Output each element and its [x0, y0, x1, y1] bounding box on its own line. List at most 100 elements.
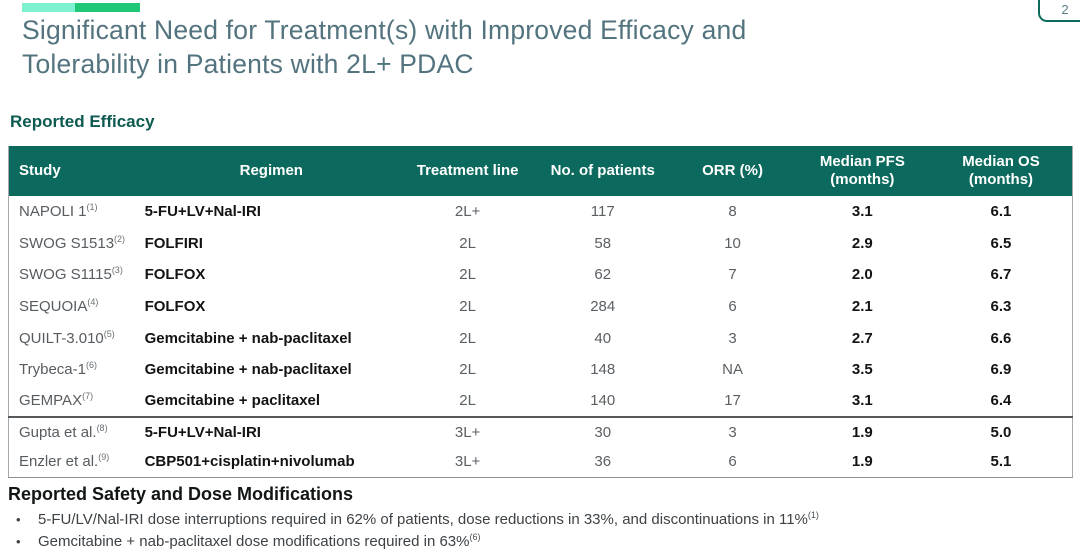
- cell-median-os: 6.3: [990, 298, 1012, 316]
- study-name: SWOG S1513: [19, 234, 115, 252]
- study-name: Gupta et al.: [19, 424, 97, 442]
- column-header-patients: No. of patients: [535, 146, 671, 196]
- page-number: 2: [1061, 2, 1069, 17]
- study-reference: (3): [111, 265, 123, 276]
- table-row: Enzler et al.(9) CBP501+cisplatin+nivolu…: [9, 447, 1073, 477]
- column-header-study: Study: [8, 146, 143, 196]
- cell-treatment-line: 3L+: [400, 416, 536, 448]
- cell-treatment-line: 2L: [459, 329, 476, 347]
- slide-title-line2: Tolerability in Patients with 2L+ PDAC: [22, 49, 474, 79]
- cell-study: NAPOLI 1(1): [9, 196, 143, 228]
- safety-bullet-1: 5-FU/LV/Nal-IRI dose interruptions requi…: [14, 509, 1064, 531]
- cell-median-os: 5.1: [990, 453, 1012, 471]
- study-reference: (6): [85, 360, 97, 371]
- study-reference: (4): [87, 297, 99, 308]
- study-reference: (1): [86, 202, 98, 213]
- cell-median-pfs: 2.1: [851, 298, 873, 316]
- cell-median-pfs: 3.1: [851, 203, 873, 221]
- cell-orr: 6: [728, 453, 737, 471]
- cell-study: SWOG S1115(3): [9, 259, 143, 291]
- table-row: SEQUOIA(4) FOLFOX 2L 284 6 2.1 6.3: [9, 291, 1073, 323]
- cell-study: Gupta et al.(8): [8, 416, 143, 448]
- cell-regimen: Gemcitabine + paclitaxel: [144, 392, 321, 410]
- slide-title-line1: Significant Need for Treatment(s) with I…: [22, 15, 747, 45]
- cell-orr: 17: [724, 392, 741, 410]
- study-name: SWOG S1115: [19, 266, 112, 284]
- cell-median-pfs: 2.7: [851, 329, 873, 347]
- table-row: Gupta et al.(8) 5-FU+LV+Nal-IRI 3L+ 30 3…: [8, 416, 1073, 448]
- cell-median-pfs: 1.9: [851, 453, 873, 471]
- cell-treatment-line: 2L+: [454, 203, 481, 221]
- cell-patients: 30: [535, 416, 671, 448]
- cell-orr: 6: [728, 298, 737, 316]
- study-reference: (8): [96, 423, 108, 434]
- safety-bullet-2-reference: (6): [469, 532, 481, 542]
- cell-treatment-line: 2L: [459, 234, 476, 252]
- table-row: NAPOLI 1(1) 5-FU+LV+Nal-IRI 2L+ 117 8 3.…: [9, 196, 1073, 228]
- safety-section-heading: Reported Safety and Dose Modifications: [8, 484, 354, 504]
- cell-patients: 148: [590, 361, 616, 379]
- cell-patients: 36: [594, 453, 612, 471]
- cell-regimen: Gemcitabine + nab-paclitaxel: [144, 329, 352, 347]
- cell-orr: 3: [728, 329, 737, 347]
- study-reference: (7): [82, 391, 94, 402]
- study-name: NAPOLI 1: [19, 203, 87, 221]
- cell-patients: 58: [594, 234, 612, 252]
- table-row: GEMPAX(7) Gemcitabine + paclitaxel 2L 14…: [9, 386, 1073, 418]
- study-name: SEQUOIA: [19, 298, 88, 316]
- table-header-row: Study Regimen Treatment line No. of pati…: [8, 146, 1073, 196]
- study-name: GEMPAX: [19, 392, 83, 410]
- efficacy-section-heading: Reported Efficacy: [10, 112, 155, 131]
- cell-patients: 284: [590, 298, 616, 316]
- cell-median-os: 6.5: [990, 234, 1012, 252]
- safety-bullet-1-reference: (1): [807, 510, 819, 520]
- safety-bullet-list: 5-FU/LV/Nal-IRI dose interruptions requi…: [14, 509, 1064, 553]
- table-row: QUILT-3.010(5) Gemcitabine + nab-paclita…: [9, 322, 1073, 354]
- cell-patients: 62: [594, 266, 612, 284]
- cell-treatment-line: 3L+: [454, 453, 481, 471]
- cell-regimen: FOLFIRI: [144, 234, 203, 252]
- slide-title: Significant Need for Treatment(s) with I…: [22, 13, 1002, 81]
- accent-bar-light-segment: [22, 3, 75, 12]
- table-row: SWOG S1513(2) FOLFIRI 2L 58 10 2.9 6.5: [9, 228, 1073, 260]
- table-body: NAPOLI 1(1) 5-FU+LV+Nal-IRI 2L+ 117 8 3.…: [8, 196, 1073, 477]
- column-header-treatment-line: Treatment line: [400, 146, 536, 196]
- table-row: SWOG S1115(3) FOLFOX 2L 62 7 2.0 6.7: [9, 259, 1073, 291]
- table-row: Trybeca-1(6) Gemcitabine + nab-paclitaxe…: [9, 354, 1073, 386]
- study-name: QUILT-3.010: [19, 329, 104, 347]
- study-reference: (5): [103, 328, 115, 339]
- column-header-orr: ORR (%): [670, 146, 795, 196]
- cell-study: SWOG S1513(2): [9, 228, 143, 260]
- column-header-median-pfs: Median PFS (months): [794, 146, 930, 196]
- cell-treatment-line: 2L: [459, 266, 476, 284]
- cell-orr: NA: [722, 361, 743, 379]
- study-name: Enzler et al.: [19, 453, 99, 471]
- page-number-badge: 2: [1038, 0, 1080, 22]
- cell-median-pfs: 3.1: [851, 392, 873, 410]
- study-name: Trybeca-1: [19, 361, 86, 379]
- safety-bullet-2: Gemcitabine + nab-paclitaxel dose modifi…: [14, 531, 1064, 553]
- cell-median-os: 6.7: [990, 266, 1012, 284]
- cell-orr: 7: [728, 266, 737, 284]
- cell-orr: 8: [728, 203, 737, 221]
- cell-median-pfs: 2.9: [851, 234, 873, 252]
- efficacy-table: Study Regimen Treatment line No. of pati…: [8, 146, 1073, 478]
- cell-median-os: 6.4: [990, 392, 1012, 410]
- cell-treatment-line: 2L: [459, 392, 476, 410]
- cell-median-os: 6.9: [990, 361, 1012, 379]
- cell-median-pfs: 3.5: [851, 361, 873, 379]
- table-header: Study Regimen Treatment line No. of pati…: [8, 146, 1073, 196]
- cell-regimen: 5-FU+LV+Nal-IRI: [144, 203, 261, 221]
- cell-regimen: FOLFOX: [144, 298, 206, 316]
- cell-median-os: 5.0: [929, 416, 1073, 448]
- accent-bar-green-segment: [75, 3, 140, 12]
- cell-median-os: 6.6: [990, 329, 1012, 347]
- cell-regimen: Gemcitabine + nab-paclitaxel: [144, 361, 352, 379]
- cell-patients: 117: [590, 203, 615, 221]
- cell-treatment-line: 2L: [459, 298, 476, 316]
- cell-regimen: FOLFOX: [144, 266, 206, 284]
- slide-accent-bar: [22, 3, 140, 12]
- cell-orr: 3: [670, 416, 795, 448]
- safety-bullet-1-text: 5-FU/LV/Nal-IRI dose interruptions requi…: [38, 511, 808, 528]
- study-reference: (2): [114, 233, 126, 244]
